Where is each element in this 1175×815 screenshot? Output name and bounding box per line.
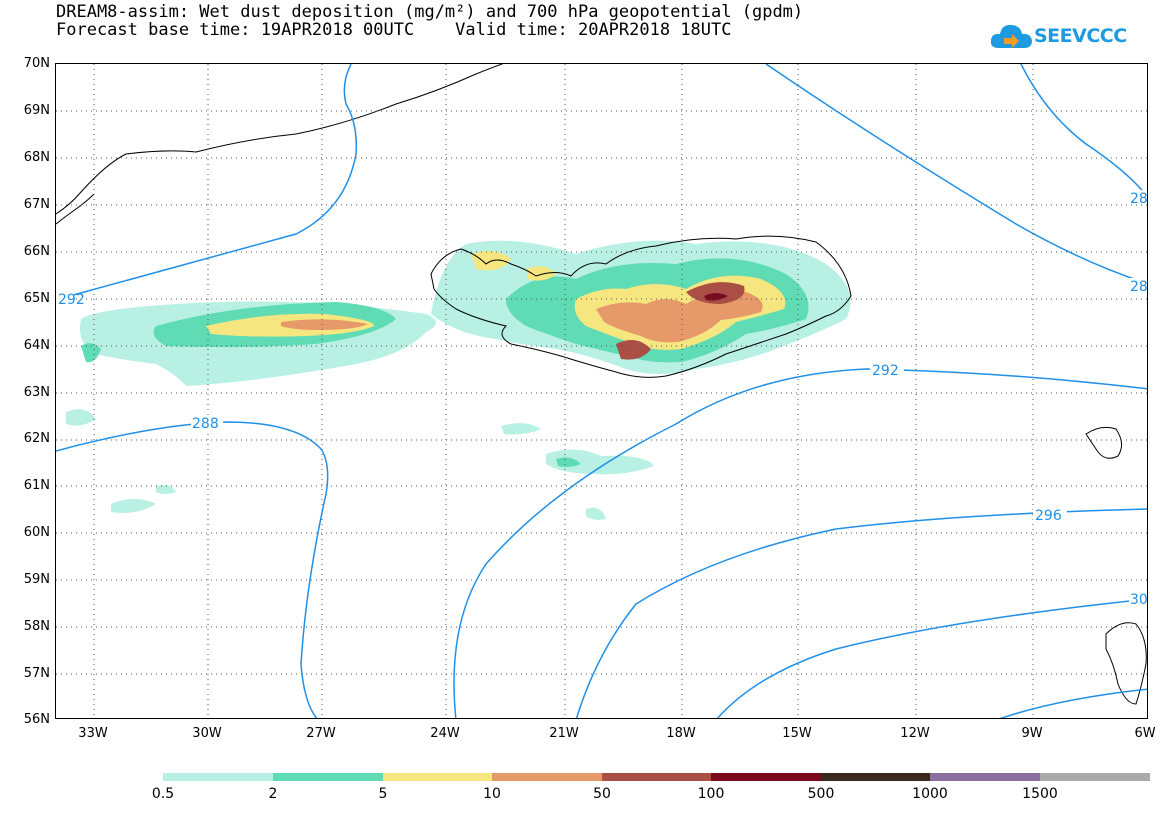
cloud-arrow-icon [990,24,1032,48]
contour-label: 30 [1130,592,1148,608]
lat-label: 58N [23,619,50,634]
lon-label: 27W [306,726,336,741]
lat-label: 60N [23,525,50,540]
contour-292-west [65,64,358,298]
lat-label: 56N [23,712,50,727]
contour-label: 288 [192,416,219,432]
greenland-coast [56,64,504,215]
legend-label: 100 [697,786,725,802]
legend-swatch [711,773,821,781]
map-panel: 292 288 292 296 28 28 30 [55,63,1148,719]
lat-label: 65N [23,291,50,306]
lon-label: 21W [549,726,579,741]
lon-label: 24W [430,726,460,741]
lat-label: 68N [23,150,50,165]
lat-label: 63N [23,385,50,400]
graticule [56,64,1147,718]
lon-label: 12W [900,726,930,741]
lat-label: 57N [23,666,50,681]
dust-deposition-shading [66,240,851,520]
lat-label: 67N [23,197,50,212]
lon-label: 33W [78,726,108,741]
lon-label: 6W [1134,726,1156,741]
map-title: DREAM8-assim: Wet dust deposition (mg/m²… [56,2,804,22]
map-canvas: 292 288 292 296 28 28 30 [56,64,1148,718]
lat-label: 64N [23,338,50,353]
legend-label: 10 [483,786,501,802]
contour-label: 296 [1035,508,1062,524]
contour-label: 292 [58,292,85,308]
legend-label: 1500 [1022,786,1058,802]
legend-swatch [930,773,1040,781]
contour-280-ne [1020,64,1147,198]
contour-304 [999,688,1147,718]
contour-label: 28 [1130,279,1148,295]
legend-label: 0.5 [151,786,175,802]
legend-label: 50 [593,786,611,802]
legend-swatch [602,773,711,781]
legend-label: 5 [378,786,388,802]
logo-text: SEEVCCC [1034,25,1127,47]
legend-swatch [163,773,273,781]
faroe-coast [1085,426,1122,459]
legend-swatch [273,773,383,781]
geopotential-contours [56,64,1147,718]
scotland-coast [1105,622,1147,705]
contour-284-ne [765,64,1147,285]
lat-label: 59N [23,572,50,587]
lon-label: 9W [1021,726,1043,741]
lon-label: 15W [782,726,812,741]
legend-swatch [383,773,492,781]
lon-label: 30W [192,726,222,741]
legend-swatch [492,773,602,781]
legend-label: 2 [268,786,278,802]
legend-swatch [821,773,930,781]
lat-label: 69N [23,103,50,118]
lat-label: 66N [23,244,50,259]
legend-label: 500 [807,786,835,802]
contour-292-east [453,368,1147,718]
contour-300 [716,598,1147,718]
contour-label: 28 [1130,191,1148,207]
lat-label: 62N [23,431,50,446]
lat-label: 61N [23,478,50,493]
contour-label: 292 [872,363,899,379]
map-subtitle-times: Forecast base time: 19APR2018 00UTC Vali… [56,20,732,40]
contour-288 [56,421,329,718]
legend-swatch [1040,773,1150,781]
lat-label: 70N [23,56,50,71]
contour-296 [575,508,1147,718]
contour-labels: 292 288 292 296 28 28 30 [56,190,1148,608]
legend-label: 1000 [912,786,948,802]
seevccc-logo: SEEVCCC [990,18,1160,58]
coastlines [56,64,1147,705]
iceland-coast [430,235,852,378]
lon-label: 18W [666,726,696,741]
